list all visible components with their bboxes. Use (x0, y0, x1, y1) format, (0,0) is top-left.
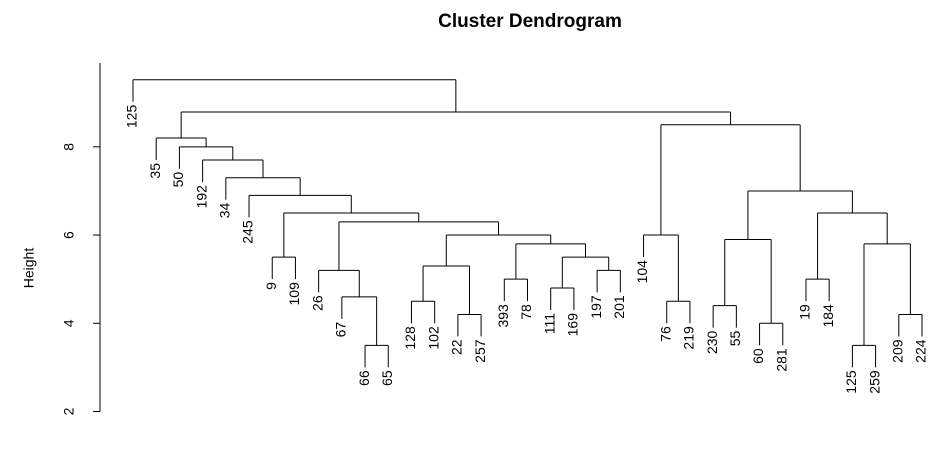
leaf-label: 197 (588, 295, 604, 319)
y-tick-label: 4 (61, 319, 77, 327)
leaf-label: 125 (843, 370, 859, 394)
leaf-label: 184 (820, 304, 836, 328)
leaf-label: 19 (797, 304, 813, 320)
leaf-label: 76 (657, 326, 673, 342)
leaf-label: 9 (263, 282, 279, 290)
y-tick-label: 2 (61, 407, 77, 415)
leaf-label: 230 (704, 330, 720, 354)
leaf-label: 109 (286, 282, 302, 306)
leaf-label: 67 (333, 322, 349, 338)
leaf-label: 128 (402, 326, 418, 350)
leaf-label: 65 (379, 370, 395, 386)
leaf-label: 219 (681, 326, 697, 350)
leaf-label: 281 (773, 348, 789, 372)
leaf-label: 60 (750, 348, 766, 364)
leaf-label: 245 (240, 220, 256, 244)
leaf-label: 393 (495, 304, 511, 328)
leaf-label: 78 (518, 304, 534, 320)
leaf-label: 169 (565, 313, 581, 337)
leaf-label: 192 (193, 185, 209, 209)
leaf-label: 26 (309, 295, 325, 311)
leaf-label: 55 (727, 330, 743, 346)
leaf-label: 257 (472, 339, 488, 363)
y-tick-label: 6 (61, 231, 77, 239)
leaf-label: 35 (147, 163, 163, 179)
leaf-label: 102 (425, 326, 441, 350)
chart-title: Cluster Dendrogram (438, 11, 622, 32)
y-tick-label: 8 (61, 143, 77, 151)
leaf-label: 209 (889, 339, 905, 363)
leaf-label: 111 (541, 313, 557, 334)
leaf-label: 34 (217, 202, 233, 218)
leaf-label: 22 (449, 339, 465, 355)
leaf-label: 104 (634, 260, 650, 284)
y-axis-label: Height (21, 248, 37, 289)
leaf-label: 224 (913, 339, 929, 363)
leaf-label: 201 (611, 295, 627, 319)
leaf-label: 50 (170, 172, 186, 188)
leaf-label: 66 (356, 370, 372, 386)
leaf-label: 125 (124, 105, 140, 129)
leaf-label: 259 (866, 370, 882, 394)
